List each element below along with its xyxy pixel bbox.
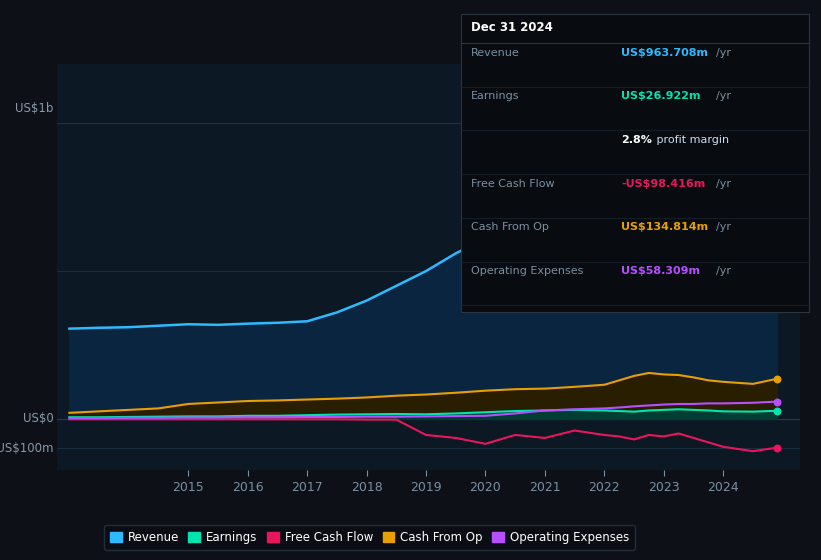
Text: US$1b: US$1b — [16, 101, 53, 115]
Text: Dec 31 2024: Dec 31 2024 — [471, 21, 553, 34]
Text: US$58.309m: US$58.309m — [621, 266, 700, 276]
Text: Cash From Op: Cash From Op — [471, 222, 549, 232]
Text: US$134.814m: US$134.814m — [621, 222, 709, 232]
Text: Free Cash Flow: Free Cash Flow — [471, 179, 555, 189]
Point — [770, 406, 783, 415]
Text: /yr: /yr — [716, 179, 731, 189]
Point — [770, 397, 783, 406]
Text: Earnings: Earnings — [471, 91, 520, 101]
Text: -US$98.416m: -US$98.416m — [621, 179, 706, 189]
Text: Revenue: Revenue — [471, 48, 520, 58]
Point — [770, 375, 783, 384]
Text: /yr: /yr — [716, 91, 731, 101]
Text: 2.8%: 2.8% — [621, 135, 653, 145]
Text: -US$100m: -US$100m — [0, 442, 53, 455]
Text: US$26.922m: US$26.922m — [621, 91, 701, 101]
Text: US$0: US$0 — [23, 412, 53, 425]
Text: /yr: /yr — [716, 48, 731, 58]
Text: Operating Expenses: Operating Expenses — [471, 266, 584, 276]
Text: US$963.708m: US$963.708m — [621, 48, 709, 58]
Point — [770, 129, 783, 138]
Text: /yr: /yr — [716, 222, 731, 232]
Text: /yr: /yr — [716, 266, 731, 276]
Text: profit margin: profit margin — [653, 135, 729, 145]
Point — [770, 443, 783, 452]
Legend: Revenue, Earnings, Free Cash Flow, Cash From Op, Operating Expenses: Revenue, Earnings, Free Cash Flow, Cash … — [104, 525, 635, 550]
